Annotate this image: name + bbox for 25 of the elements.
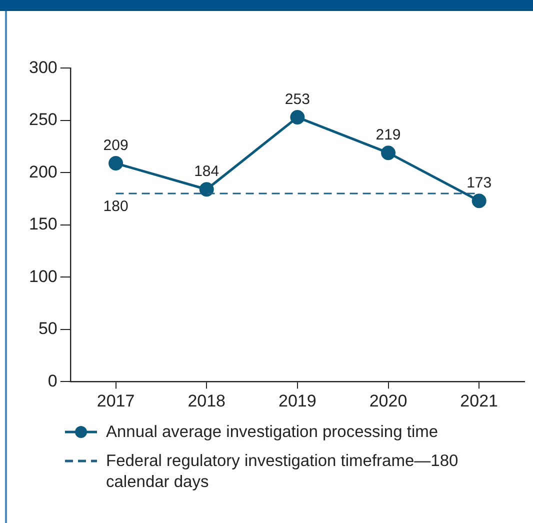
point (290, 110, 305, 125)
annotation: 180 (103, 198, 128, 216)
data-label: 219 (376, 126, 401, 144)
y-tick-label: 50 (38, 319, 58, 338)
x-tick-label: 2019 (278, 391, 316, 410)
point (472, 194, 486, 208)
x-tick-label: 2021 (460, 391, 498, 410)
data-label: 184 (194, 163, 220, 180)
y-tick-label: 200 (28, 162, 58, 182)
point (199, 182, 214, 197)
x-tick-label: 2017 (96, 391, 135, 410)
data-label: 209 (103, 136, 128, 154)
point (108, 156, 124, 171)
x-tick-label: 2018 (188, 391, 226, 410)
data-label: 173 (466, 174, 492, 192)
y-tick-label: 150 (28, 214, 58, 234)
y-tick-label: 0 (48, 371, 58, 390)
data-label: 253 (284, 90, 310, 108)
point (381, 146, 396, 160)
legend-label: Federal regulatory investigation timeframe—180 calendar days (106, 451, 460, 493)
y-tick-label: 250 (28, 110, 58, 130)
y-tick-label: 100 (28, 266, 58, 286)
y-tick-label: 300 (28, 58, 58, 77)
x-tick-label: 2020 (369, 391, 408, 410)
legend-label: Annual average investigation processing time (106, 422, 438, 443)
